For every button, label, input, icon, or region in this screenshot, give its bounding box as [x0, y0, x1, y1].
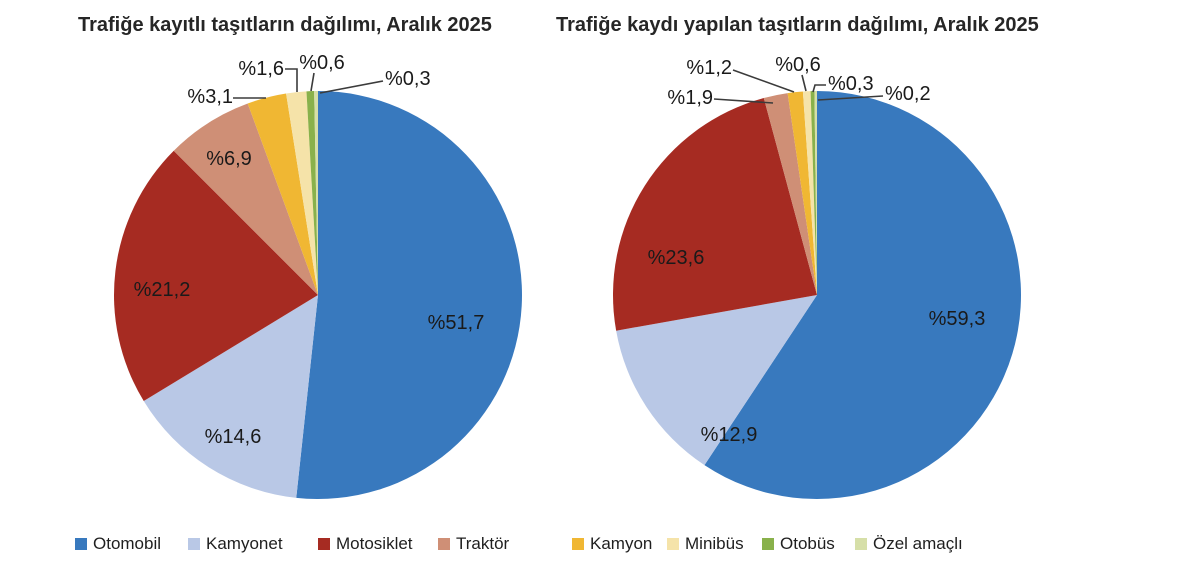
pct-label-otobus: %0,6	[299, 52, 345, 74]
pie-right-slice-otomobil	[704, 91, 1021, 499]
legend-swatch-kamyonet	[188, 538, 200, 550]
pie-left-slice-otomobil	[296, 91, 522, 499]
legend-swatch-motosiklet	[318, 538, 330, 550]
pct-label-traktor: %6,9	[206, 148, 252, 170]
legend-label-kamyon: Kamyon	[590, 534, 653, 553]
leader-line-kamyon	[732, 69, 795, 93]
leader-line-otobus	[812, 84, 826, 93]
pct-label-kamyon: %3,1	[187, 86, 233, 108]
pie-left-slice-otobus	[306, 91, 318, 295]
legend-label-otobus: Otobüs	[780, 534, 835, 553]
pie-left-slice-ozel-amacli	[314, 91, 318, 295]
legend-label-traktor: Traktör	[456, 534, 510, 553]
pct-label-kamyon: %1,2	[686, 57, 732, 79]
pct-label-kamyonet: %14,6	[205, 426, 262, 448]
leader-line-ozel-amacli	[319, 80, 384, 94]
pie-right-slice-otobus	[810, 91, 817, 295]
pie-right-slice-motosiklet	[613, 98, 817, 331]
legend-item-motosiklet: Motosiklet	[318, 534, 413, 554]
legend-item-ozel-amacli: Özel amaçlı	[855, 534, 963, 554]
pct-label-motosiklet: %21,2	[134, 279, 191, 301]
legend-label-ozel-amacli: Özel amaçlı	[873, 534, 963, 553]
legend-item-kamyonet: Kamyonet	[188, 534, 283, 554]
legend-label-otomobil: Otomobil	[93, 534, 162, 553]
pie-left-slice-minibus	[286, 91, 318, 295]
pie-right-slice-ozel-amacli	[814, 91, 817, 295]
legend-swatch-minibus	[667, 538, 679, 550]
pct-label-ozel-amacli: %0,3	[385, 68, 431, 90]
pct-label-traktor: %1,9	[667, 87, 713, 109]
leader-line-traktor	[713, 98, 774, 104]
pie-right-slice-traktor	[763, 93, 817, 296]
left-chart-title: Trafiğe kayıtlı taşıtların dağılımı, Ara…	[78, 14, 492, 36]
leader-line-minibus	[801, 74, 807, 92]
legend-label-kamyonet: Kamyonet	[206, 534, 283, 553]
legend-label-minibus: Minibüs	[685, 534, 744, 553]
legend-swatch-kamyon	[572, 538, 584, 550]
legend-swatch-otobus	[762, 538, 774, 550]
pie-right-slice-kamyon	[787, 91, 817, 295]
leader-line-ozel-amacli	[817, 95, 884, 101]
pie-left-slice-kamyonet	[143, 295, 318, 498]
pie-left-slice-kamyon	[247, 93, 318, 295]
pie-right-slice-minibus	[802, 91, 817, 295]
legend-swatch-ozel-amacli	[855, 538, 867, 550]
legend-swatch-otomobil	[75, 538, 87, 550]
pie-charts-svg: %51,7 %14,6 %21,2 %6,9 %3,1%1,6 %0,6 %0,3 %59,3…	[113, 52, 1021, 499]
pct-label-otobus: %0,3	[828, 73, 874, 95]
legend-label-motosiklet: Motosiklet	[336, 534, 413, 553]
pct-label-ozel-amacli: %0,2	[885, 83, 931, 105]
pct-label-otomobil: %51,7	[428, 312, 485, 334]
leader-line-otobus	[310, 72, 315, 92]
legend-item-otomobil: Otomobil	[75, 534, 161, 554]
legend-swatch-traktor	[438, 538, 450, 550]
pct-label-otomobil: %59,3	[929, 308, 986, 330]
pct-label-minibus: %0,6	[775, 54, 821, 76]
pct-label-motosiklet: %23,6	[648, 247, 705, 269]
legend-item-traktor: Traktör	[438, 534, 509, 554]
pie-left-slice-motosiklet	[113, 150, 318, 402]
pie-right-slice-kamyonet	[616, 295, 817, 466]
leader-line-minibus	[285, 68, 298, 92]
legend-item-minibus: Minibüs	[667, 534, 744, 554]
pct-label-kamyonet: %12,9	[701, 424, 758, 446]
legend-item-otobus: Otobüs	[762, 534, 835, 554]
pct-label-minibus: %1,6	[238, 58, 284, 80]
legend-item-kamyon: Kamyon	[572, 534, 652, 554]
pie-left-slice-traktor	[173, 103, 318, 295]
right-chart-title: Trafiğe kaydı yapılan taşıtların dağılım…	[556, 14, 1039, 36]
